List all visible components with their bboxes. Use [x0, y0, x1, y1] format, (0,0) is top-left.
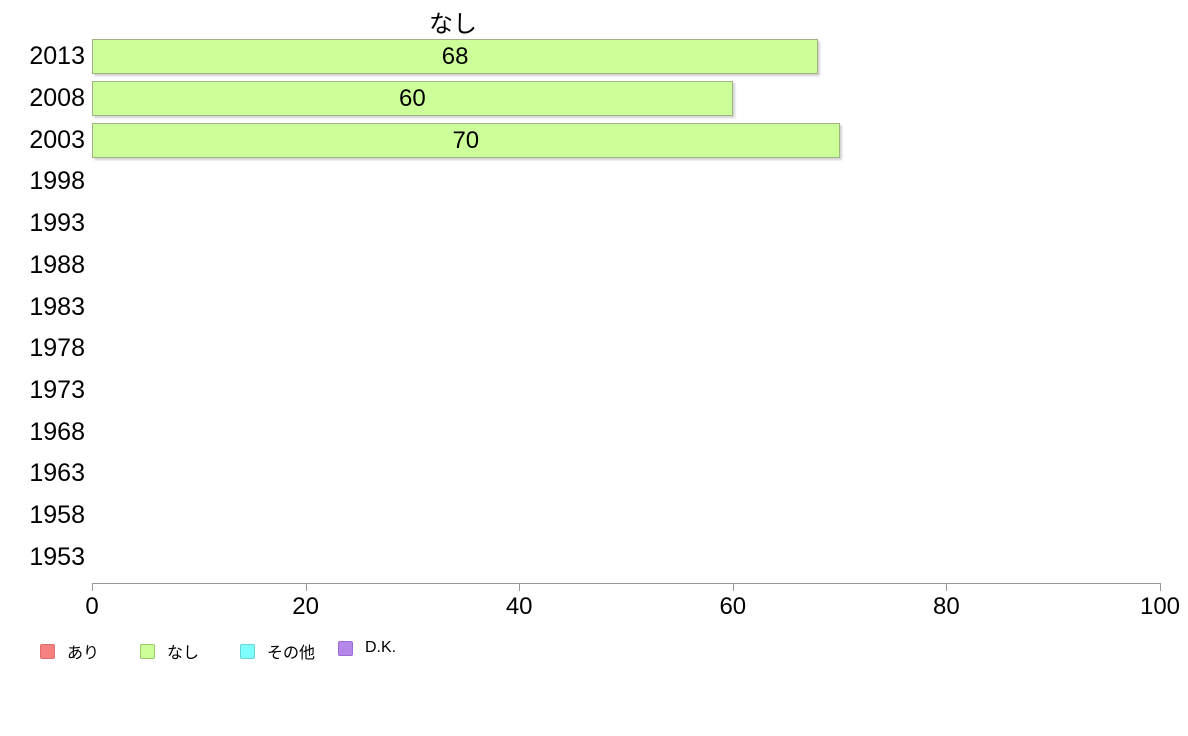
y-axis-label: 1993 [29, 209, 85, 238]
legend-item: その他 [240, 639, 315, 663]
bar-value-label: 68 [441, 43, 469, 71]
x-axis-tick [1160, 583, 1161, 591]
legend-label: その他 [267, 645, 316, 662]
legend-swatch [40, 643, 55, 659]
x-axis-tick-label: 80 [933, 593, 960, 620]
legend-swatch [338, 640, 353, 656]
x-axis-tick-label: 40 [505, 593, 533, 620]
x-axis-tick-label: 100 [1139, 593, 1181, 620]
bar-value-label: 70 [452, 126, 480, 154]
legend-item: なし [140, 639, 199, 663]
y-axis-label: 1973 [29, 375, 85, 404]
y-axis-label: 1958 [29, 500, 85, 529]
x-axis-tick-label: 20 [292, 593, 319, 620]
y-axis-label: 2003 [29, 125, 85, 154]
x-axis-tick [732, 583, 734, 591]
legend-item: あり [40, 639, 99, 663]
legend-swatch [140, 643, 155, 659]
legend-label: なし [167, 645, 200, 662]
x-axis-line [92, 583, 1161, 584]
x-axis-tick [946, 583, 948, 591]
y-axis-label: 1988 [29, 250, 85, 279]
bar: 70 [92, 122, 840, 158]
bar-value-label: 60 [399, 85, 426, 113]
legend-swatch [240, 643, 255, 659]
bar: 60 [92, 81, 733, 117]
x-axis-tick [305, 583, 307, 591]
x-axis-tick [92, 583, 93, 591]
y-axis-label: 1998 [29, 167, 85, 196]
chart-title: なし [429, 11, 477, 38]
bar: 68 [92, 39, 819, 75]
y-axis-label: 1968 [29, 417, 85, 446]
y-axis-label: 1963 [29, 459, 85, 488]
legend-label: D.K. [365, 639, 397, 656]
x-axis-tick [519, 583, 521, 591]
legend-label: あり [67, 645, 100, 662]
y-axis-label: 2008 [29, 84, 85, 113]
legend-item: D.K. [338, 639, 396, 657]
y-axis-label: 1978 [29, 334, 85, 363]
y-axis-label: 1953 [29, 542, 85, 571]
x-axis-tick-label: 60 [719, 593, 747, 620]
y-axis-label: 2013 [29, 42, 85, 71]
y-axis-label: 1983 [29, 292, 85, 321]
x-axis-tick-label: 0 [85, 593, 99, 620]
